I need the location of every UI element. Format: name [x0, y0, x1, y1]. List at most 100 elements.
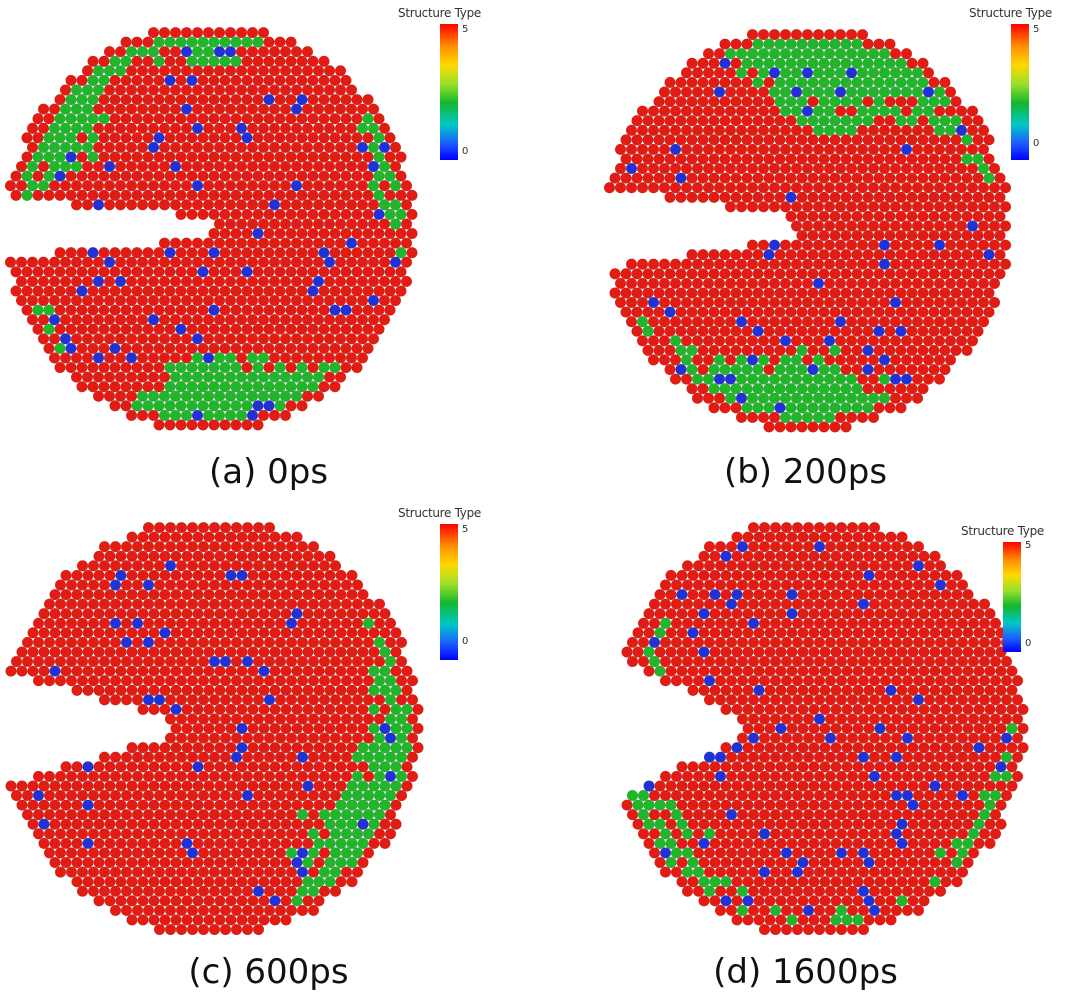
- atom: [175, 713, 188, 725]
- atom: [747, 828, 760, 840]
- atom: [318, 598, 331, 610]
- atom: [32, 789, 45, 802]
- atom: [769, 923, 782, 936]
- atom: [768, 143, 781, 156]
- atom: [159, 588, 171, 601]
- atom: [274, 342, 286, 355]
- atom: [137, 550, 149, 562]
- atom: [395, 713, 408, 725]
- atom: [290, 275, 303, 288]
- atom: [912, 655, 925, 668]
- atom: [307, 809, 320, 821]
- atom: [224, 409, 237, 422]
- atom: [984, 722, 996, 735]
- atom: [730, 134, 742, 146]
- atom: [708, 57, 720, 69]
- atom: [340, 694, 353, 706]
- atom: [213, 65, 226, 77]
- atom: [191, 237, 204, 249]
- atom: [98, 579, 111, 591]
- atom: [977, 296, 990, 309]
- atom: [846, 521, 859, 534]
- atom: [120, 885, 133, 897]
- atom: [867, 316, 880, 328]
- atom: [307, 904, 320, 917]
- atom: [142, 170, 154, 182]
- atom: [296, 809, 309, 821]
- atom: [879, 866, 892, 878]
- atom: [285, 55, 297, 67]
- atom: [169, 333, 182, 345]
- atom: [147, 26, 160, 39]
- atom: [98, 74, 110, 87]
- atom: [835, 540, 848, 553]
- atom: [670, 770, 683, 783]
- atom: [241, 266, 253, 278]
- atom: [120, 132, 132, 144]
- atom: [208, 866, 221, 878]
- atom: [812, 201, 825, 213]
- atom: [49, 818, 61, 830]
- atom: [659, 847, 672, 859]
- atom: [845, 277, 858, 290]
- atom: [76, 74, 88, 87]
- atom: [384, 694, 397, 706]
- atom: [236, 895, 248, 907]
- atom: [956, 847, 969, 859]
- atom: [192, 761, 204, 773]
- atom: [126, 876, 138, 888]
- atom: [702, 392, 715, 404]
- atom: [147, 314, 160, 326]
- atom: [290, 45, 303, 58]
- atom: [747, 579, 760, 591]
- atom: [874, 607, 886, 620]
- atom: [247, 531, 259, 543]
- atom: [665, 780, 677, 792]
- atom: [680, 86, 693, 98]
- atom: [973, 818, 985, 830]
- atom: [955, 335, 968, 347]
- atom: [912, 789, 925, 802]
- atom: [801, 277, 814, 290]
- atom: [351, 847, 364, 859]
- atom: [988, 296, 1001, 309]
- atom: [302, 627, 314, 639]
- atom: [834, 335, 847, 347]
- atom: [362, 770, 375, 783]
- atom: [834, 182, 847, 194]
- atom: [346, 703, 358, 716]
- atom: [313, 780, 325, 792]
- atom: [180, 122, 193, 135]
- atom: [874, 646, 886, 658]
- atom: [93, 895, 105, 907]
- atom: [917, 383, 929, 395]
- atom: [235, 218, 248, 230]
- atom: [197, 132, 209, 144]
- atom: [819, 837, 831, 850]
- atom: [268, 333, 281, 345]
- atom: [197, 789, 210, 802]
- atom: [659, 809, 672, 821]
- atom: [878, 143, 891, 156]
- atom: [665, 607, 677, 620]
- atom: [928, 95, 940, 108]
- atom: [654, 837, 666, 850]
- atom: [929, 703, 941, 716]
- atom: [329, 617, 342, 630]
- atom: [736, 751, 749, 763]
- atom: [104, 607, 116, 620]
- atom: [995, 818, 1007, 830]
- atom: [676, 761, 688, 773]
- atom: [103, 122, 116, 135]
- atom: [203, 837, 215, 850]
- atom: [911, 277, 924, 290]
- atom: [786, 895, 798, 907]
- atom: [312, 65, 325, 77]
- atom: [71, 627, 83, 639]
- atom: [885, 627, 897, 639]
- atom: [978, 617, 991, 630]
- atom: [219, 151, 231, 163]
- atom: [103, 141, 116, 154]
- atom: [241, 361, 253, 374]
- atom: [764, 780, 776, 792]
